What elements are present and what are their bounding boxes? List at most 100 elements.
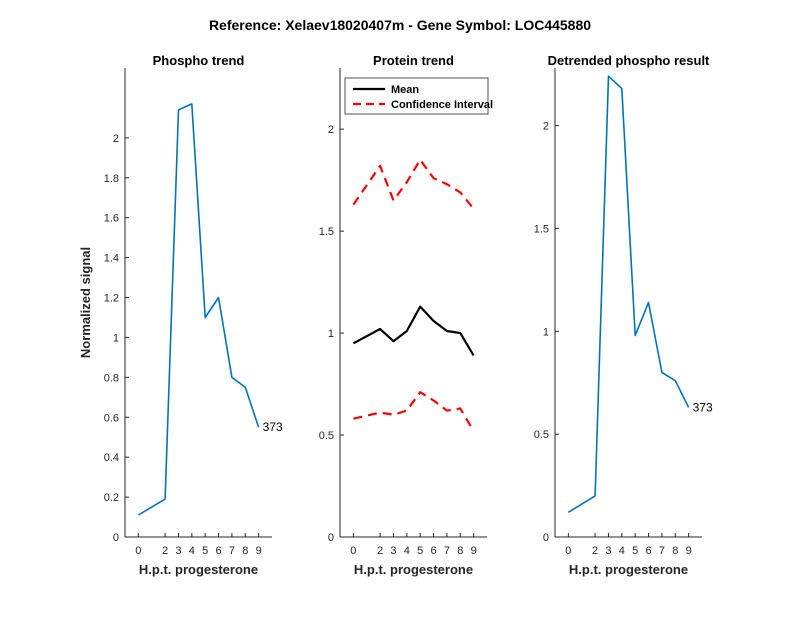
data-point	[647, 301, 649, 303]
y-tick-label: 2	[543, 121, 549, 133]
data-point	[137, 514, 139, 516]
x-tick-label: 5	[632, 545, 638, 557]
y-tick-label: 0.5	[534, 429, 549, 441]
x-tick-label: 2	[592, 545, 598, 557]
x-tick-label: 0	[135, 545, 141, 557]
data-point	[432, 320, 434, 322]
y-tick-label: 2	[113, 133, 119, 145]
data-point	[419, 159, 421, 161]
x-tick-label: 4	[404, 545, 410, 557]
data-point	[594, 495, 596, 497]
y-tick-label: 2	[328, 124, 334, 136]
data-point	[352, 342, 354, 344]
data-point	[352, 418, 354, 420]
data-point	[567, 511, 569, 513]
panel-title: Protein trend	[373, 53, 454, 68]
y-tick-label: 1	[328, 328, 334, 340]
y-axis-label: Normalized signal	[78, 247, 93, 358]
x-tick-label: 2	[377, 545, 383, 557]
y-tick-label: 1	[113, 332, 119, 344]
data-point	[191, 103, 193, 105]
x-tick-label: 0	[565, 545, 571, 557]
data-point	[432, 177, 434, 179]
y-tick-label: 0.8	[104, 372, 119, 384]
x-tick-label: 8	[457, 545, 463, 557]
data-point	[164, 498, 166, 500]
data-point	[634, 334, 636, 336]
x-tick-label: 3	[605, 545, 611, 557]
data-point	[674, 379, 676, 381]
data-point	[379, 411, 381, 413]
data-point	[459, 191, 461, 193]
data-point	[432, 399, 434, 401]
panels: Phospho trend 0 0.2 0.4 0.6 0.8 1 1.2 1.4 1.6 1.8 2…	[78, 53, 713, 577]
data-point	[621, 87, 623, 89]
legend-box	[344, 77, 489, 115]
data-point	[446, 330, 448, 332]
data-point	[392, 413, 394, 415]
series-line-ci-lower	[353, 391, 475, 432]
y-tick-label: 1.4	[104, 253, 119, 265]
data-point	[244, 386, 246, 388]
x-tick-label: 6	[215, 545, 221, 557]
data-point	[392, 340, 394, 342]
data-point	[257, 426, 259, 428]
x-axis-label: H.p.t. progesterone	[354, 562, 473, 577]
x-tick-label: 0	[350, 545, 356, 557]
y-tick-label: 0.6	[104, 412, 119, 424]
series-line-confidence-interval	[352, 158, 475, 210]
data-point	[379, 165, 381, 167]
x-tick-label: 9	[686, 545, 692, 557]
x-tick-label: 2	[162, 545, 168, 557]
panel-title: Phospho trend	[153, 53, 245, 68]
point-annotation: 373	[263, 420, 283, 434]
data-point	[459, 407, 461, 409]
y-tick-label: 1.5	[319, 226, 334, 238]
data-point	[231, 376, 233, 378]
y-tick-label: 0	[113, 532, 119, 544]
y-tick-label: 1.6	[104, 213, 119, 225]
data-point	[406, 409, 408, 411]
data-point	[472, 208, 474, 210]
figure-suptitle: Reference: Xelaev18020407m - Gene Symbol…	[209, 17, 591, 33]
x-tick-label: 9	[256, 545, 262, 557]
y-tick-label: 0	[328, 532, 334, 544]
x-tick-label: 6	[430, 545, 436, 557]
data-point	[607, 75, 609, 77]
y-tick-label: 0	[543, 532, 549, 544]
data-point	[392, 199, 394, 201]
data-point	[459, 332, 461, 334]
x-tick-label: 5	[417, 545, 423, 557]
x-axis-label: H.p.t. progesterone	[139, 562, 258, 577]
series-line-mean	[352, 305, 475, 357]
data-point	[472, 354, 474, 356]
x-tick-label: 6	[645, 545, 651, 557]
data-point	[406, 330, 408, 332]
x-tick-label: 4	[189, 545, 195, 557]
data-point	[661, 371, 663, 373]
data-point	[217, 296, 219, 298]
x-tick-label: 8	[242, 545, 248, 557]
x-tick-label: 3	[175, 545, 181, 557]
data-point	[446, 409, 448, 411]
legend: Mean Confidence Interval	[344, 77, 493, 115]
data-point	[687, 406, 689, 408]
x-tick-label: 9	[471, 545, 477, 557]
data-point	[419, 391, 421, 393]
x-tick-label: 3	[390, 545, 396, 557]
x-tick-label: 7	[659, 545, 665, 557]
point-annotation: 373	[693, 400, 713, 414]
legend-label: Confidence Interval	[391, 99, 493, 111]
y-tick-label: 0.5	[319, 430, 334, 442]
x-tick-label: 7	[444, 545, 450, 557]
data-point	[177, 109, 179, 111]
data-point	[446, 183, 448, 185]
data-point	[472, 430, 474, 432]
x-axis-label: H.p.t. progesterone	[569, 562, 688, 577]
data-point	[352, 203, 354, 205]
data-point	[204, 316, 206, 318]
y-tick-label: 0.2	[104, 492, 119, 504]
